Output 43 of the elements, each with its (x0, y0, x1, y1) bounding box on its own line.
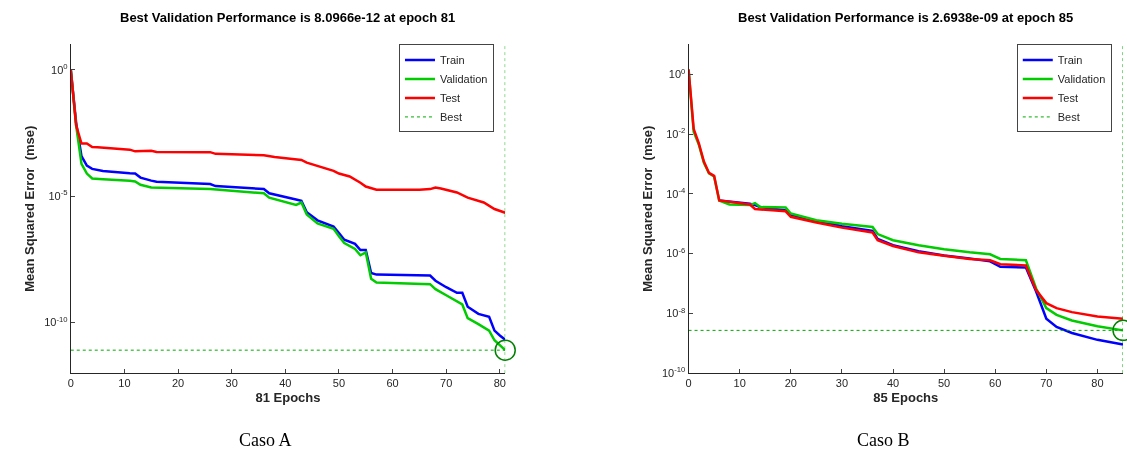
x-tick-label: 70 (440, 377, 453, 390)
x-tick-label: 20 (171, 377, 185, 390)
text: Caso B (857, 430, 910, 450)
legend-label: Best (439, 111, 462, 124)
x-tick-label: 80 (1091, 377, 1104, 390)
y-tick-label: 10$^{-4}$ (666, 186, 687, 200)
x-tick-label: 20 (784, 377, 797, 390)
chart-title: Best Validation Performance is 8.0966e-12 at epoch 81 (120, 10, 456, 25)
x-tick-label: 0 (67, 377, 74, 390)
x-tick-label: 80 (493, 377, 506, 390)
x-axis-title: 81 Epochs (255, 389, 321, 405)
x-tick-label: 70 (1040, 377, 1053, 390)
legend-label: Test (1057, 92, 1078, 105)
legend-label: Best (1057, 111, 1080, 124)
y-tick-label: 10$^{0}$ (668, 66, 686, 81)
y-axis-title: Mean Squared Error (mse) (639, 125, 655, 292)
y-tick-label: 10$^{-10}$ (661, 365, 686, 379)
x-tick-label: 40 (279, 377, 292, 390)
y-tick-label: 10$^{0}$ (51, 61, 68, 76)
text: Caso A (239, 430, 292, 450)
legend-label: Validation (439, 73, 488, 86)
legend-label: Test (439, 92, 461, 105)
y-tick-label: 10$^{-10}$ (44, 314, 68, 329)
y-tick-label: 10$^{-2}$ (666, 126, 686, 140)
x-tick-label: 10 (118, 377, 131, 390)
x-tick-label: 50 (332, 377, 346, 390)
legend-label: Validation (1057, 73, 1106, 86)
y-axis-title: Mean Squared Error (mse) (22, 125, 38, 292)
y-tick-label: 10$^{-5}$ (48, 188, 68, 202)
x-tick-label: 30 (225, 377, 238, 390)
y-tick-label: 10$^{-8}$ (666, 305, 686, 320)
x-tick-label: 0 (685, 377, 692, 390)
x-tick-label: 60 (386, 377, 399, 390)
x-tick-label: 10 (733, 377, 746, 390)
legend-label: Train (1057, 54, 1083, 67)
x-tick-label: 40 (886, 377, 900, 390)
x-axis-title: 85 Epochs (873, 389, 939, 405)
x-tick-label: 60 (989, 377, 1002, 390)
chart-title: Best Validation Performance is 2.6938e-09 at epoch 85 (738, 10, 1074, 25)
x-tick-label: 30 (835, 377, 849, 390)
x-tick-label: 50 (937, 377, 951, 390)
y-tick-label: 10$^{-6}$ (666, 245, 686, 260)
legend-label: Train (439, 54, 465, 67)
